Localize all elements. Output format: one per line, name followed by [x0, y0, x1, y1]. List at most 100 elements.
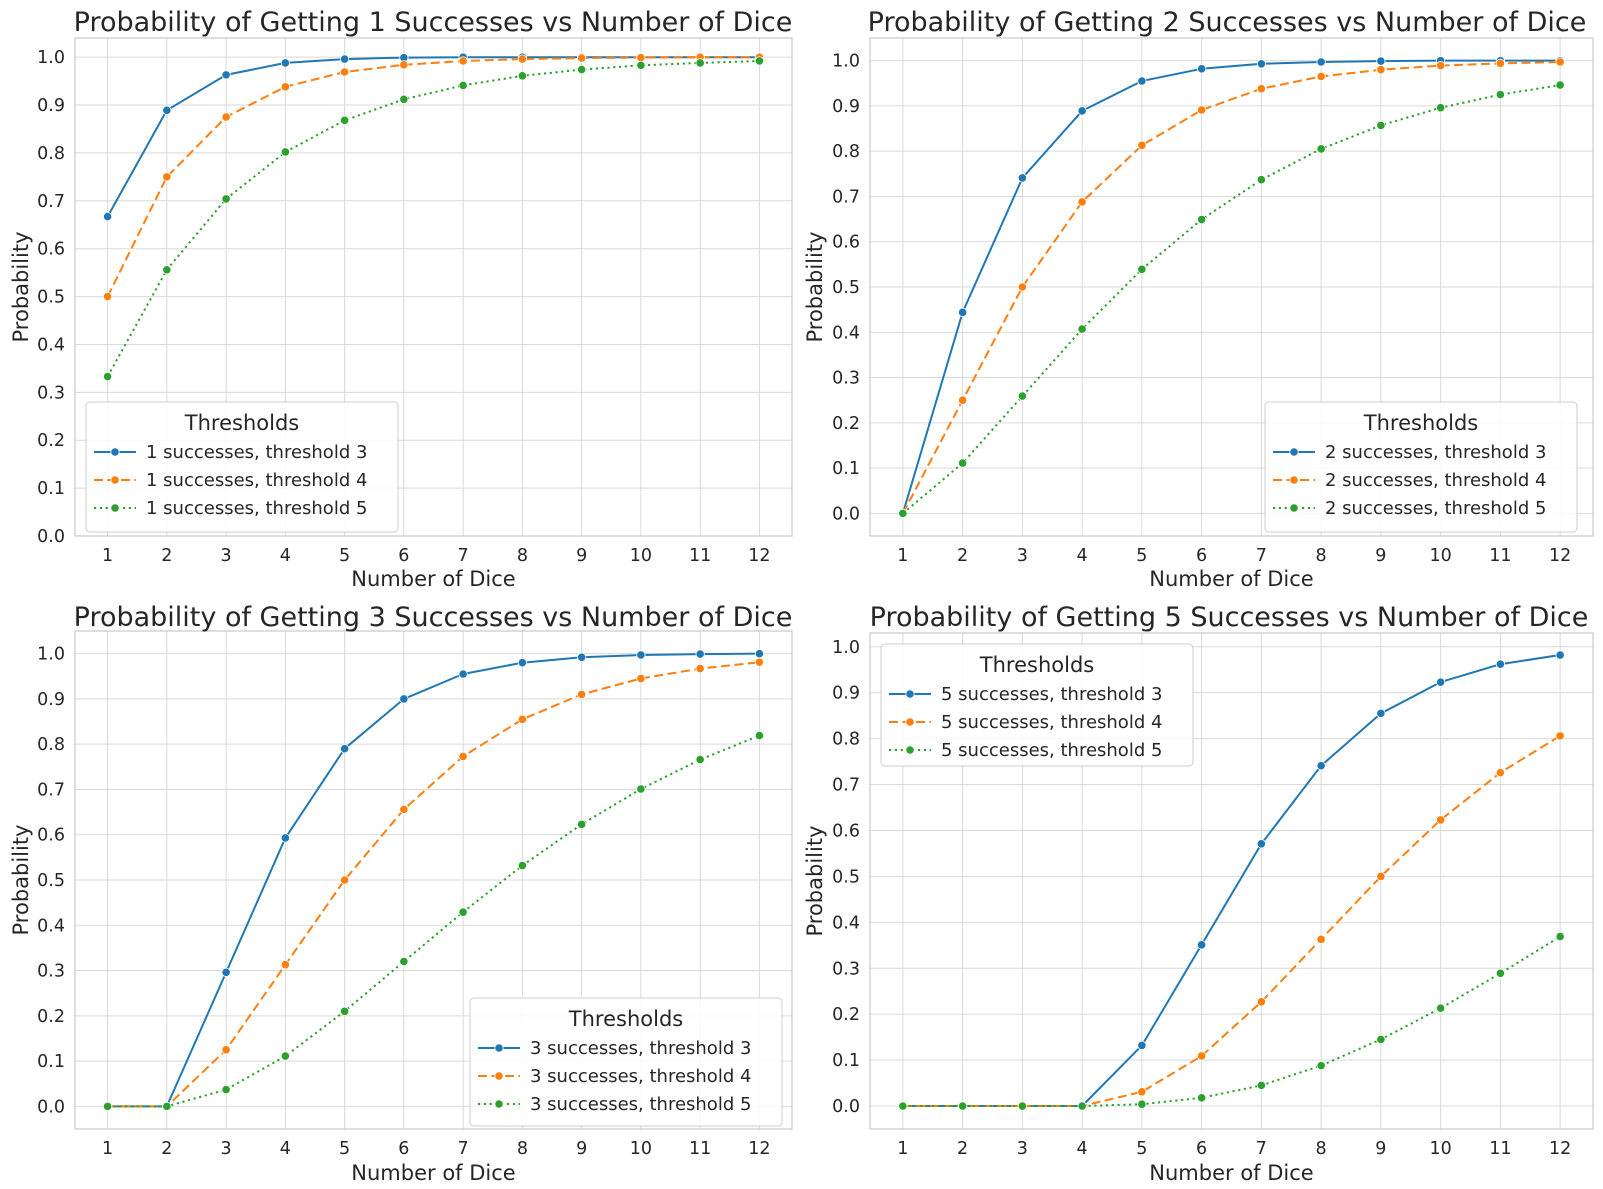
x-tick-label: 2 — [161, 1139, 172, 1159]
data-point — [636, 60, 646, 70]
series-line — [902, 84, 1561, 515]
y-tick-label: 0.2 — [832, 414, 860, 434]
y-tick-label: 0.8 — [832, 730, 860, 750]
x-tick-label: 7 — [1256, 546, 1267, 566]
data-point — [1137, 76, 1147, 86]
legend-label: 3 successes, threshold 5 — [530, 1094, 751, 1115]
data-point — [1436, 61, 1446, 71]
x-tick-label: 2 — [957, 546, 968, 566]
data-point — [162, 1101, 172, 1111]
x-tick-label: 10 — [630, 1139, 652, 1159]
y-tick-label: 0.4 — [832, 913, 860, 933]
data-point — [1256, 839, 1266, 849]
x-tick-label: 9 — [576, 1139, 587, 1159]
chart-panel-3: 1 2 3 4 5 6 7 8 9 10 11 120.00.10.20.30.40.50.60.70… — [9, 602, 793, 1185]
y-tick-label: 1.0 — [37, 48, 65, 68]
legend-marker — [1289, 447, 1299, 457]
y-tick-label: 1.0 — [832, 52, 860, 72]
x-tick-label: 3 — [1017, 546, 1028, 566]
plot-frame — [869, 37, 1594, 537]
y-tick-label: 0.9 — [37, 96, 65, 116]
data-point — [636, 673, 646, 684]
data-point — [162, 265, 172, 275]
x-tick-label: 12 — [748, 1139, 770, 1159]
data-point — [1197, 940, 1207, 950]
data-point — [399, 94, 409, 104]
x-tick-label: 4 — [280, 1139, 291, 1159]
data-point — [221, 194, 231, 204]
legend-box — [469, 997, 783, 1127]
y-tick-label: 0.8 — [832, 142, 860, 162]
data-point — [577, 65, 587, 75]
y-tick-label: 0.7 — [832, 187, 860, 207]
x-axis-label: Number of Dice — [351, 1161, 515, 1185]
data-point — [280, 833, 290, 843]
x-tick-label: 6 — [1196, 546, 1207, 566]
data-point — [1077, 106, 1087, 116]
data-point — [340, 744, 350, 754]
data-point — [102, 291, 113, 302]
legend-label: 5 successes, threshold 4 — [941, 712, 1162, 733]
plot-frame — [74, 630, 793, 1130]
data-point — [1256, 59, 1266, 69]
data-point — [458, 907, 468, 917]
data-point — [1316, 57, 1326, 67]
data-point — [1495, 768, 1505, 778]
data-point — [1555, 931, 1565, 942]
y-axis-label: Probability — [803, 231, 827, 342]
x-tick-label: 10 — [630, 546, 652, 566]
data-point — [458, 751, 468, 762]
data-point — [458, 80, 468, 91]
y-tick-label: 0.4 — [37, 335, 65, 355]
x-tick-label: 7 — [458, 546, 469, 566]
chart-title: Probability of Getting 5 Successes vs Nu… — [870, 602, 1589, 633]
data-point — [958, 395, 968, 405]
x-tick-label: 8 — [517, 546, 528, 566]
x-tick-label: 1 — [897, 546, 908, 566]
data-point — [1316, 1061, 1326, 1071]
data-point — [1436, 815, 1446, 825]
data-point — [340, 54, 350, 64]
legend-marker — [905, 689, 915, 699]
x-tick-label: 11 — [1489, 546, 1511, 566]
data-point — [1197, 214, 1207, 225]
series-line — [901, 59, 1561, 514]
data-point — [1256, 1080, 1266, 1090]
legend-label: 2 successes, threshold 5 — [1325, 498, 1546, 519]
y-tick-label: 0.8 — [37, 735, 65, 755]
series-line — [106, 56, 760, 298]
legend-box — [85, 401, 399, 533]
legend-label: 5 successes, threshold 3 — [941, 684, 1162, 705]
x-tick-label: 7 — [1256, 1139, 1267, 1159]
series-line — [902, 735, 1561, 1107]
data-point — [1197, 64, 1207, 74]
data-point — [577, 53, 587, 63]
data-point — [695, 754, 705, 765]
data-point — [1017, 173, 1027, 183]
y-tick-label: 0.1 — [832, 459, 860, 479]
y-tick-label: 0.3 — [832, 959, 860, 979]
y-tick-label: 0.9 — [832, 684, 860, 704]
legend-title: Thresholds — [184, 411, 299, 435]
data-point — [280, 82, 290, 92]
legend-label: 2 successes, threshold 4 — [1325, 470, 1546, 491]
data-point — [1436, 103, 1446, 113]
legend-marker — [1289, 503, 1299, 513]
x-tick-label: 6 — [398, 1139, 409, 1159]
series-line — [902, 61, 1561, 514]
data-point — [399, 694, 409, 704]
data-point — [577, 689, 587, 699]
data-point — [754, 56, 765, 66]
y-tick-label: 1.0 — [832, 638, 860, 658]
data-point — [1137, 1087, 1147, 1097]
y-tick-label: 0.1 — [37, 479, 65, 499]
x-tick-label: 10 — [1429, 546, 1451, 566]
data-point — [280, 58, 290, 68]
data-point — [1137, 1099, 1147, 1109]
data-point — [1137, 1040, 1147, 1051]
legend-marker — [110, 503, 120, 513]
x-tick-label: 3 — [1017, 1139, 1028, 1159]
data-point — [399, 60, 409, 70]
data-point — [695, 649, 705, 659]
